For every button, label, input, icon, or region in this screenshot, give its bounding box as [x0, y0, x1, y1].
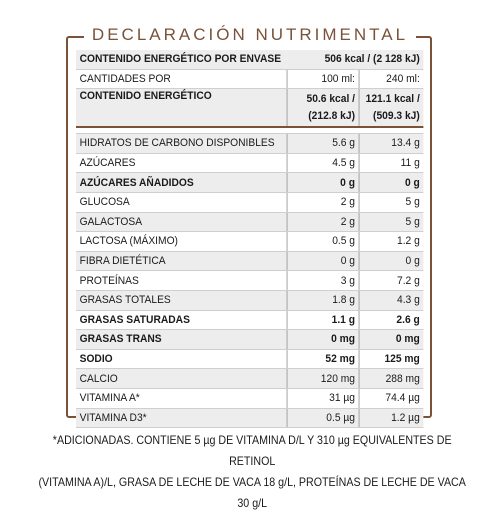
- nutrient-label: GLUCOSA: [79, 196, 130, 209]
- nutrient-value-100ml: 0 g: [286, 173, 359, 192]
- nutrient-value-100ml: 120 mg: [286, 369, 359, 388]
- nutrient-row: VITAMINA D3* 0.5 µg 1.2 µg: [76, 408, 424, 429]
- nutrient-value-100ml: 0.5 µg: [286, 408, 359, 428]
- nutrient-value-100ml: 3 g: [286, 271, 359, 290]
- energetico-col1: 50.6 kcal / (212.8 kJ): [286, 89, 359, 127]
- nutrient-label: SODIO: [79, 353, 113, 366]
- nutrient-value-240ml: 74.4 µg: [358, 388, 424, 408]
- nutrient-row: PROTEÍNAS 3 g 7.2 g: [76, 271, 424, 291]
- nutrient-value-240ml: 2.6 g: [358, 310, 424, 330]
- nutrient-label: FIBRA DIETÉTICA: [79, 255, 166, 268]
- nutrient-value-100ml: 31 µg: [286, 388, 359, 408]
- nutrient-value-240ml: 288 mg: [358, 369, 424, 388]
- nutrient-value-240ml: 11 g: [358, 153, 424, 173]
- energetico-col2-kj: (509.3 kJ): [373, 109, 420, 122]
- nutrient-value-100ml: 52 mg: [286, 349, 359, 369]
- nutrient-row: GRASAS TRANS 0 mg 0 mg: [76, 330, 424, 350]
- nutrient-value-100ml: 2 g: [286, 212, 359, 232]
- nutrient-value-100ml: 5.6 g: [286, 134, 359, 153]
- nutrient-label: GRASAS SATURADAS: [79, 313, 190, 326]
- title-text: DECLARACIÓN NUTRIMENTAL: [83, 25, 417, 44]
- energetico-col2-kcal: 121.1 kcal /: [365, 92, 420, 105]
- nutrient-label: AZÚCARES: [79, 157, 136, 170]
- cantidades-col2: 240 ml:: [358, 69, 424, 89]
- nutrient-label: VITAMINA A*: [79, 392, 140, 405]
- nutrient-value-240ml: 5 g: [358, 212, 424, 232]
- nutrient-label: GALACTOSA: [79, 215, 143, 228]
- envase-row: CONTENIDO ENERGÉTICO POR ENVASE 506 kcal…: [76, 50, 424, 70]
- nutrient-value-100ml: 0.5 g: [286, 232, 359, 251]
- nutrient-value-240ml: 0 g: [358, 251, 424, 271]
- nutrient-value-100ml: 0 mg: [286, 330, 359, 349]
- nutrient-row: SODIO 52 mg 125 mg: [76, 349, 424, 370]
- nutrient-label: PROTEÍNAS: [79, 274, 139, 287]
- envase-value: 506 kcal / (2 128 kJ): [324, 53, 420, 66]
- footnote: *ADICIONADAS. CONTIENE 5 µg DE VITAMINA …: [36, 430, 468, 514]
- nutrient-value-100ml: 0 g: [286, 251, 359, 271]
- nutrient-label: GRASAS TRANS: [79, 333, 162, 346]
- nutrient-label: GRASAS TOTALES: [79, 294, 171, 307]
- energetico-row: CONTENIDO ENERGÉTICO 50.6 kcal / (212.8 …: [76, 89, 424, 129]
- nutrient-value-100ml: 1.8 g: [286, 290, 359, 310]
- nutrition-table: CONTENIDO ENERGÉTICO POR ENVASE 506 kcal…: [76, 50, 424, 429]
- nutrient-value-240ml: 0 mg: [358, 330, 424, 349]
- nutrient-value-240ml: 4.3 g: [358, 290, 424, 310]
- footnote-line-2: (VITAMINA A)/L, GRASA DE LECHE DE VACA 1…: [38, 476, 466, 510]
- energetico-col1-kj: (212.8 kJ): [308, 109, 355, 122]
- nutrient-label: LACTOSA (MÁXIMO): [79, 235, 178, 248]
- label-title: DECLARACIÓN NUTRIMENTAL: [0, 22, 500, 48]
- nutrient-value-240ml: 125 mg: [358, 349, 424, 369]
- nutrient-value-100ml: 4.5 g: [286, 153, 359, 173]
- cantidades-label: CANTIDADES POR: [79, 72, 171, 85]
- cantidades-col1: 100 ml:: [286, 69, 359, 89]
- nutrient-row: VITAMINA A* 31 µg 74.4 µg: [76, 388, 424, 409]
- nutrient-value-240ml: 1.2 µg: [358, 408, 424, 428]
- energetico-col2: 121.1 kcal / (509.3 kJ): [358, 89, 424, 127]
- nutrient-value-240ml: 0 g: [358, 173, 424, 192]
- nutrient-value-240ml: 7.2 g: [358, 271, 424, 290]
- nutrient-row: GRASAS SATURADAS 1.1 g 2.6 g: [76, 310, 424, 331]
- nutrient-label: CALCIO: [79, 372, 118, 385]
- nutrient-row: GRASAS TOTALES 1.8 g 4.3 g: [76, 290, 424, 311]
- nutrient-label: HIDRATOS DE CARBONO DISPONIBLES: [79, 137, 275, 150]
- envase-label: CONTENIDO ENERGÉTICO POR ENVASE: [79, 53, 282, 66]
- nutrient-row: LACTOSA (MÁXIMO) 0.5 g 1.2 g: [76, 232, 424, 252]
- section-gap: [76, 128, 424, 135]
- cantidades-row: CANTIDADES POR 100 ml: 240 ml:: [76, 69, 424, 90]
- energetico-col1-kcal: 50.6 kcal /: [306, 92, 355, 105]
- nutrient-value-240ml: 5 g: [358, 192, 424, 212]
- footnote-line-1: *ADICIONADAS. CONTIENE 5 µg DE VITAMINA …: [52, 434, 452, 468]
- nutrient-value-240ml: 1.2 g: [358, 232, 424, 251]
- energetico-label: CONTENIDO ENERGÉTICO: [79, 90, 212, 103]
- nutrient-value-240ml: 13.4 g: [358, 134, 424, 153]
- nutrient-label: VITAMINA D3*: [79, 411, 147, 424]
- nutrient-rows: HIDRATOS DE CARBONO DISPONIBLES 5.6 g 13.4…: [76, 134, 424, 429]
- nutrient-value-100ml: 1.1 g: [286, 310, 359, 330]
- nutrient-row: HIDRATOS DE CARBONO DISPONIBLES 5.6 g 13.4…: [76, 134, 424, 154]
- nutrient-label: AZÚCARES AÑADIDOS: [79, 176, 194, 189]
- nutrient-row: AZÚCARES 4.5 g 11 g: [76, 153, 424, 174]
- nutrient-row: CALCIO 120 mg 288 mg: [76, 369, 424, 389]
- nutrient-value-100ml: 2 g: [286, 192, 359, 212]
